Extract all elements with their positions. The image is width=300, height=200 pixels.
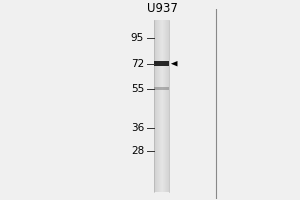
Bar	[160, 20, 161, 192]
Bar	[157, 20, 158, 192]
Polygon shape	[171, 61, 178, 66]
Bar	[154, 87, 169, 90]
Bar	[161, 20, 162, 192]
Text: 95: 95	[131, 33, 144, 43]
Bar	[154, 20, 169, 192]
Text: 55: 55	[131, 84, 144, 94]
Text: 28: 28	[131, 146, 144, 156]
Bar	[154, 20, 155, 192]
Bar	[165, 20, 166, 192]
Bar	[166, 20, 167, 192]
Text: U937: U937	[146, 2, 177, 15]
Bar	[159, 20, 160, 192]
Text: 72: 72	[131, 59, 144, 69]
Bar	[155, 20, 156, 192]
Bar	[164, 20, 165, 192]
Text: 36: 36	[131, 123, 144, 133]
Bar	[154, 61, 169, 66]
Bar	[156, 20, 157, 192]
Bar	[168, 20, 169, 192]
Bar	[162, 20, 163, 192]
Bar	[160, 20, 161, 192]
Bar	[158, 20, 159, 192]
Bar	[163, 20, 164, 192]
Bar	[167, 20, 168, 192]
